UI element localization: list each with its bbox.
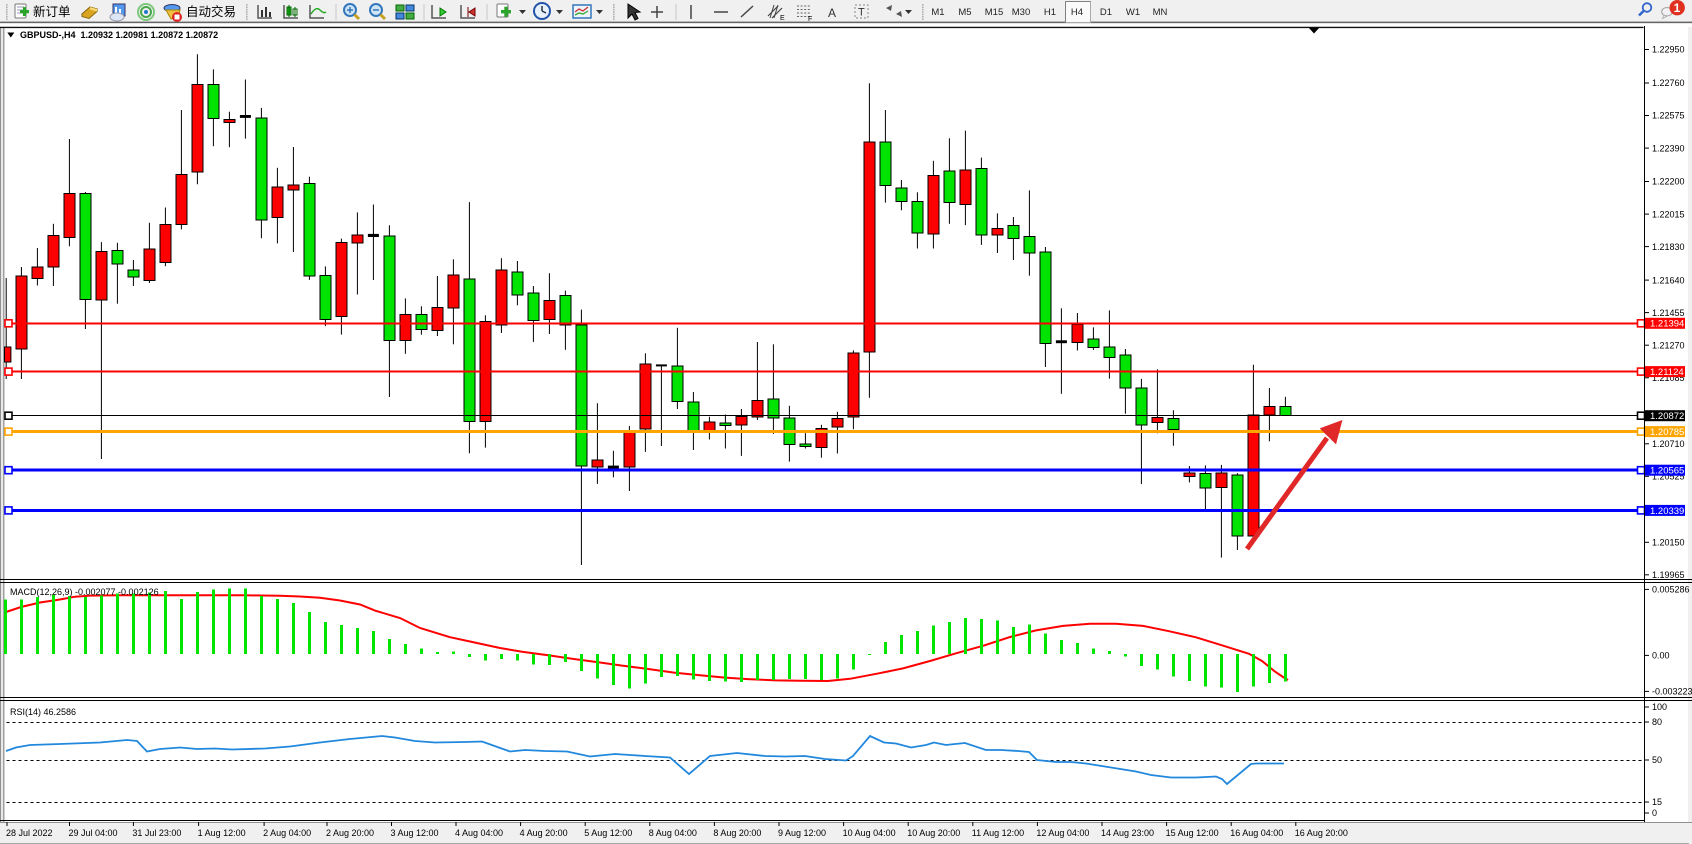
svg-text:1.20872: 1.20872 [1650,411,1684,422]
svg-text:1.21124: 1.21124 [1650,367,1684,378]
svg-text:1.21270: 1.21270 [1652,340,1685,350]
svg-text:M5: M5 [958,7,971,18]
svg-text:D1: D1 [1100,7,1112,18]
svg-text:1.20565: 1.20565 [1650,466,1684,477]
svg-text:1.22760: 1.22760 [1652,78,1685,88]
svg-text:1.20785: 1.20785 [1650,427,1684,438]
svg-text:H1: H1 [1044,7,1056,18]
svg-text:GBPUSD-,H4 1.20932 1.20981 1.: GBPUSD-,H4 1.20932 1.20981 1.20872 1.208… [20,30,218,40]
svg-text:新订单: 新订单 [33,4,71,19]
svg-text:10 Aug 20:00: 10 Aug 20:00 [907,828,960,838]
svg-text:29 Jul 04:00: 29 Jul 04:00 [69,828,118,838]
svg-text:31 Jul 23:00: 31 Jul 23:00 [132,828,181,838]
svg-text:16 Aug 20:00: 16 Aug 20:00 [1295,828,1348,838]
svg-text:H4: H4 [1071,7,1083,18]
svg-text:4 Aug 20:00: 4 Aug 20:00 [520,828,568,838]
svg-text:M1: M1 [931,7,944,18]
svg-text:M30: M30 [1012,7,1030,18]
svg-text:1.21085: 1.21085 [1652,373,1685,383]
svg-text:1.21455: 1.21455 [1652,308,1685,318]
svg-text:8 Aug 04:00: 8 Aug 04:00 [649,828,697,838]
svg-text:1.20150: 1.20150 [1652,538,1685,548]
svg-text:E: E [780,15,785,22]
svg-text:11 Aug 12:00: 11 Aug 12:00 [972,828,1024,838]
svg-text:50: 50 [1652,755,1662,765]
svg-text:9 Aug 12:00: 9 Aug 12:00 [778,828,826,838]
svg-text:1.22200: 1.22200 [1652,177,1685,187]
svg-text:RSI(14) 46.2586: RSI(14) 46.2586 [10,707,76,717]
svg-text:16 Aug 04:00: 16 Aug 04:00 [1230,828,1283,838]
svg-text:1.22950: 1.22950 [1652,45,1685,55]
svg-text:100: 100 [1652,702,1667,712]
svg-text:8 Aug 20:00: 8 Aug 20:00 [713,828,761,838]
svg-text:MN: MN [1153,7,1168,18]
svg-text:0: 0 [1652,808,1657,818]
svg-text:15 Aug 12:00: 15 Aug 12:00 [1166,828,1219,838]
svg-text:1.19965: 1.19965 [1652,570,1685,580]
svg-text:28 Jul 2022: 28 Jul 2022 [6,828,53,838]
svg-text:1: 1 [1674,1,1681,15]
svg-text:3 Aug 12:00: 3 Aug 12:00 [391,828,439,838]
svg-text:1.22575: 1.22575 [1652,111,1685,121]
svg-text:W1: W1 [1126,7,1140,18]
svg-text:T: T [858,7,865,19]
svg-text:1.20525: 1.20525 [1652,472,1685,482]
svg-text:1.21640: 1.21640 [1652,275,1685,285]
svg-text:1.22390: 1.22390 [1652,143,1685,153]
svg-text:0.00: 0.00 [1652,651,1670,661]
svg-text:M15: M15 [985,7,1003,18]
svg-text:1.21394: 1.21394 [1650,319,1684,330]
svg-text:1.20710: 1.20710 [1652,439,1685,449]
svg-text:MACD(12,26,9) -0.002077 -0.002: MACD(12,26,9) -0.002077 -0.002126 [10,587,159,597]
svg-text:F: F [808,16,812,23]
svg-text:10 Aug 04:00: 10 Aug 04:00 [843,828,896,838]
svg-text:80: 80 [1652,717,1662,727]
svg-text:-0.003223: -0.003223 [1652,687,1692,697]
svg-text:15: 15 [1652,797,1662,807]
svg-text:1.22015: 1.22015 [1652,209,1685,219]
svg-text:0.005286: 0.005286 [1652,585,1690,595]
svg-text:1 Aug 12:00: 1 Aug 12:00 [198,828,246,838]
svg-text:2 Aug 04:00: 2 Aug 04:00 [263,828,311,838]
svg-text:5 Aug 12:00: 5 Aug 12:00 [584,828,632,838]
svg-text:自动交易: 自动交易 [186,4,236,19]
svg-text:A: A [828,6,836,20]
svg-text:14 Aug 23:00: 14 Aug 23:00 [1101,828,1154,838]
svg-text:2 Aug 20:00: 2 Aug 20:00 [326,828,374,838]
svg-text:12 Aug 04:00: 12 Aug 04:00 [1036,828,1089,838]
svg-text:1.21830: 1.21830 [1652,242,1685,252]
svg-text:1.20339: 1.20339 [1650,506,1684,517]
svg-text:4 Aug 04:00: 4 Aug 04:00 [455,828,503,838]
